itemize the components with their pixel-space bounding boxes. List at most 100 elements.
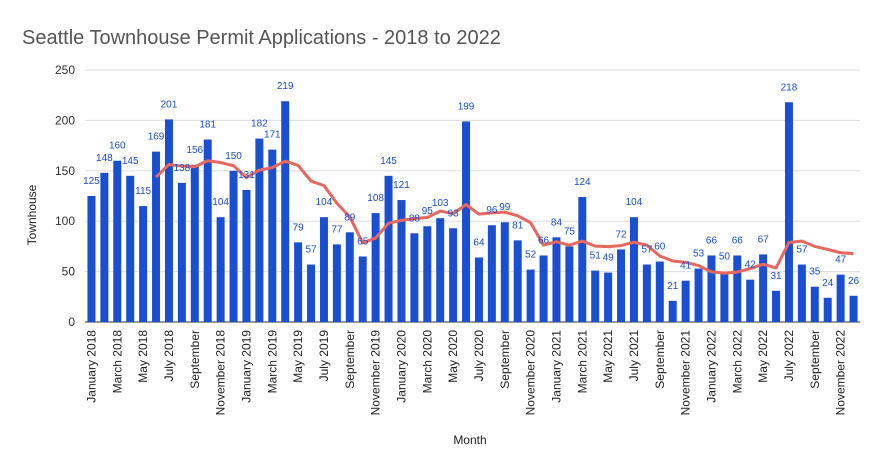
bar (190, 164, 199, 322)
x-tick-label: September (653, 330, 667, 389)
bar (371, 213, 380, 322)
x-tick-label: January 2018 (84, 330, 98, 403)
value-label: 125 (83, 176, 100, 187)
x-tick-label: July 2021 (627, 330, 641, 382)
bar (113, 160, 122, 322)
bar (759, 254, 768, 322)
value-label: 52 (525, 250, 537, 261)
bar (513, 240, 522, 322)
x-tick-label: January 2021 (549, 330, 563, 403)
bar (836, 274, 845, 322)
bar (681, 280, 690, 322)
value-label: 50 (719, 252, 731, 263)
value-label: 57 (641, 245, 653, 256)
bar (449, 228, 458, 322)
bar (552, 237, 561, 322)
bar (216, 217, 225, 322)
value-label: 199 (458, 101, 475, 112)
value-label: 99 (499, 202, 511, 213)
bar (694, 268, 703, 322)
value-label: 104 (316, 197, 333, 208)
x-tick-label: January 2022 (704, 330, 718, 403)
chart-title: Seattle Townhouse Permit Applications - … (22, 27, 501, 49)
value-label: 64 (473, 237, 485, 248)
y-tick-label: 100 (55, 214, 75, 228)
value-label: 148 (96, 153, 113, 164)
bar (229, 170, 238, 322)
value-label: 145 (122, 156, 139, 167)
value-label: 89 (344, 212, 356, 223)
x-tick-label: September (498, 330, 512, 389)
bar (152, 151, 161, 322)
value-label: 79 (293, 222, 305, 233)
value-label: 66 (732, 235, 744, 246)
value-label: 24 (822, 278, 834, 289)
value-label: 171 (264, 130, 281, 141)
bar (345, 232, 354, 322)
value-label: 66 (706, 235, 718, 246)
bar (707, 255, 716, 322)
value-label: 138 (174, 163, 191, 174)
bar (565, 246, 574, 322)
x-tick-label: July 2019 (317, 330, 331, 382)
bar (164, 119, 173, 322)
value-label: 66 (538, 235, 550, 246)
value-label: 150 (225, 151, 242, 162)
bar (462, 121, 471, 323)
value-label: 49 (603, 253, 615, 264)
bar (784, 102, 793, 322)
x-tick-label: November 2019 (369, 330, 383, 416)
bar (642, 264, 651, 322)
bar (268, 149, 277, 322)
x-tick-label: November 2018 (214, 330, 228, 416)
bar (772, 290, 781, 322)
value-label: 72 (615, 229, 627, 240)
value-label: 108 (367, 193, 384, 204)
y-tick-label: 50 (62, 265, 76, 279)
x-tick-label: November 2021 (679, 330, 693, 416)
x-tick-label: March 2022 (730, 330, 744, 394)
bar (294, 242, 303, 322)
value-label: 88 (409, 213, 421, 224)
bar (281, 101, 290, 322)
x-tick-label: September (343, 330, 357, 389)
bar (539, 255, 548, 322)
bar (474, 257, 483, 322)
x-tick-label: May 2022 (756, 330, 770, 383)
bar (604, 272, 613, 322)
bar (578, 197, 587, 322)
value-label: 124 (574, 177, 591, 188)
x-tick-label: March 2020 (420, 330, 434, 394)
value-label: 81 (512, 220, 524, 231)
bar (629, 217, 638, 322)
value-label: 26 (848, 276, 860, 287)
value-label: 51 (590, 251, 602, 262)
value-label: 57 (305, 245, 317, 256)
value-label: 156 (186, 145, 203, 156)
y-tick-label: 150 (55, 164, 75, 178)
bar (410, 233, 419, 322)
x-tick-label: November 2020 (524, 330, 538, 416)
value-label: 65 (357, 236, 369, 247)
bar (487, 225, 496, 322)
value-label: 181 (199, 120, 216, 131)
bar (746, 279, 755, 322)
value-label: 95 (422, 206, 434, 217)
x-tick-label: March 2021 (575, 330, 589, 394)
y-axis-label: Townhouse (25, 184, 39, 245)
value-label: 182 (251, 119, 268, 130)
x-tick-label: May 2018 (136, 330, 150, 383)
value-label: 84 (551, 217, 563, 228)
value-label: 35 (809, 267, 821, 278)
bar (849, 295, 858, 322)
bar (500, 222, 509, 322)
value-label: 60 (654, 242, 666, 253)
y-tick-label: 250 (55, 63, 75, 77)
value-label: 31 (770, 271, 782, 282)
x-axis-label: Month (453, 433, 486, 447)
x-tick-label: May 2019 (291, 330, 305, 383)
y-tick-label: 0 (68, 315, 75, 329)
value-label: 218 (781, 82, 798, 93)
x-tick-label: July 2022 (782, 330, 796, 382)
x-tick-label: July 2018 (162, 330, 176, 382)
